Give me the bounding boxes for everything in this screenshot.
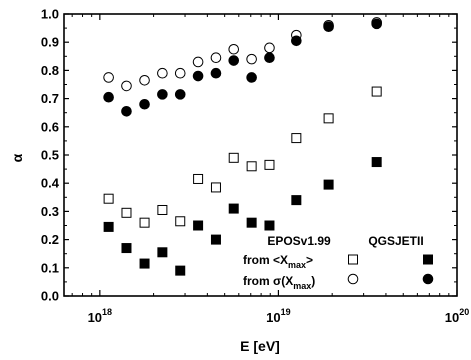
y-tick-label: 0.9 [41,35,59,50]
open-circle-point [264,42,275,54]
x-tick-base: 10 [88,310,102,325]
filled-circle-point [291,35,302,47]
x-tick-exponent: 19 [281,307,291,317]
legend-row-mean-sub: max [288,260,306,270]
y-tick-label: 1.0 [41,7,59,22]
filled-square-point [246,217,257,228]
legend-row-mean-prefix: from <X [243,253,288,267]
open-square-point [193,173,204,184]
open-square-point [175,216,186,227]
legend-marker-filled-square [423,254,433,265]
filled-circle-point [246,72,257,83]
y-tick-label: 0.4 [41,176,60,191]
x-axis: 1018 1019 1020 [71,14,469,325]
open-square-point [246,161,257,172]
open-square-point [121,207,132,218]
filled-circle-point [264,52,275,64]
open-circle-point [139,74,150,86]
filled-circle-point [121,105,132,117]
open-circle-point [192,56,204,68]
y-tick-label: 0.7 [41,91,59,106]
open-circle-point [157,67,168,79]
y-tick-label: 0.2 [41,232,59,247]
filled-square-point [264,220,275,231]
filled-circle-point [174,89,186,100]
x-tick-label: 1018 [88,307,112,325]
filled-circle-point [210,67,222,79]
filled-square-point [371,157,382,168]
legend-header-qgsjet: QGSJETII [368,234,423,248]
legend-marker-open-circle [347,273,359,285]
legend-row-sigma-xmax: from σ(Xmax) [243,274,315,291]
open-square-point [264,159,275,170]
x-tick-base: 10 [266,310,280,325]
open-circle-point [246,53,257,65]
y-tick-label: 0.8 [41,63,59,78]
filled-circle-point [103,91,114,103]
filled-square-point [210,234,221,245]
y-tick-label: 0.5 [41,148,59,163]
open-circle-point [210,52,222,64]
filled-square-point [175,265,186,276]
legend-marker-filled-circle [422,273,434,285]
filled-square-point [228,203,239,214]
x-tick-base: 10 [445,310,459,325]
legend-row-mean-suffix: > [306,253,313,267]
filled-square-point [139,258,150,269]
legend-row-sigma-prefix: from σ(X [243,274,293,288]
open-circle-point [103,72,114,83]
filled-circle-point [192,70,204,82]
open-circle-point [174,67,186,79]
y-tick-label: 0.0 [41,289,59,304]
open-square-point [291,133,302,144]
legend-row-mean-xmax: from <Xmax> [243,253,313,270]
open-square-point [103,193,114,204]
filled-square-point [193,220,204,231]
open-square-point [323,113,334,124]
filled-square-point [103,221,114,232]
y-tick-label: 0.1 [41,260,59,275]
x-tick-label: 1019 [266,307,290,325]
y-axis: 0.0 0.1 0.2 0.3 0.4 0.5 0.6 0.7 0.8 0.9 1.0 [41,7,457,304]
filled-square-point [121,243,132,254]
filled-circle-point [139,98,150,110]
open-square-point [157,204,168,215]
open-circle-point [228,43,240,55]
y-tick-label: 0.6 [41,119,59,134]
open-square-point [228,152,239,163]
legend: EPOSv1.99 QGSJETII from <Xmax> from σ(Xm… [243,234,434,291]
y-axis-title: α [9,153,25,162]
x-tick-exponent: 18 [102,307,112,317]
legend-marker-open-square [348,254,358,265]
filled-square-point [291,195,302,206]
x-tick-exponent: 20 [459,307,469,317]
legend-header-epos: EPOSv1.99 [267,234,331,248]
data-points [103,17,382,276]
filled-circle-point [157,89,168,100]
filled-circle-point [228,55,240,66]
open-circle-point [121,80,132,92]
open-square-point [139,217,150,228]
y-tick-label: 0.3 [41,204,59,219]
open-square-point [210,182,221,193]
filled-circle-point [323,21,334,32]
filled-square-point [323,179,334,190]
filled-circle-point [371,18,382,30]
filled-square-point [157,247,168,258]
legend-row-sigma-suffix: ) [311,274,315,288]
x-axis-title: E [eV] [240,338,280,354]
x-tick-label: 1020 [445,307,469,325]
legend-row-sigma-sub: max [293,281,311,291]
open-square-point [371,86,382,97]
